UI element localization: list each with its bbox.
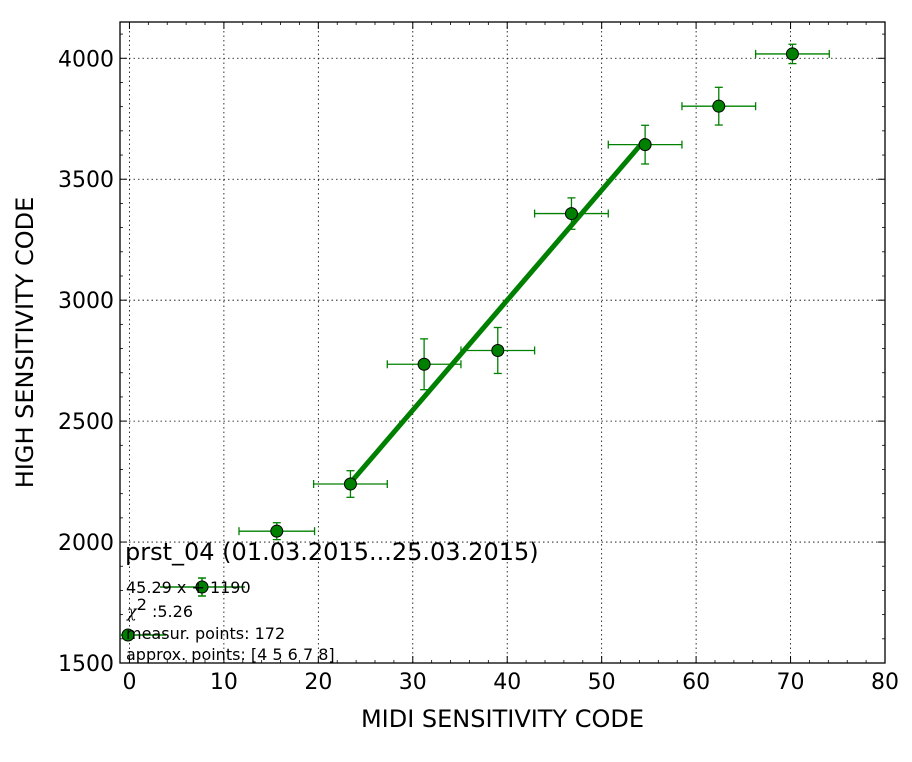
annotation-title: prst_04 (01.03.2015...25.03.2015) [125, 538, 539, 566]
y-tick-label: 4000 [58, 47, 114, 72]
x-tick-label: 0 [122, 670, 136, 695]
measur-points-text: measur. points: 172 [126, 624, 285, 643]
tick-labels: 0 10 20 30 40 50 60 70 80 1500 2000 2500 3000 3500 400… [58, 47, 899, 695]
data-point [417, 357, 431, 371]
x-tick-label: 40 [493, 670, 521, 695]
data-point [343, 477, 357, 491]
fit-line-group [348, 137, 648, 485]
x-axis-title: MIDI SENSITIVITY CODE [361, 705, 644, 733]
x-tick-label: 30 [399, 670, 427, 695]
y-tick-label: 2500 [58, 410, 114, 435]
x-tick-label: 60 [682, 670, 710, 695]
x-tick-label: 20 [304, 670, 332, 695]
x-tick-label: 10 [210, 670, 238, 695]
data-point [564, 207, 578, 221]
x-tick-label: 70 [777, 670, 805, 695]
data-point [712, 99, 726, 113]
x-tick-label: 50 [588, 670, 616, 695]
fit-equation: 45.29 x + 1190 [126, 578, 251, 597]
grid [120, 22, 885, 663]
fit-legend: 45.29 x + 1190 [126, 577, 251, 597]
fit-line [348, 137, 648, 485]
data-point [785, 47, 799, 61]
y-tick-label: 3000 [58, 289, 114, 314]
measur-legend: measur. points: 172 [120, 624, 285, 643]
measur-legend-marker [121, 628, 135, 642]
x-tick-label: 80 [871, 670, 899, 695]
fit-legend-marker [195, 580, 209, 594]
y-tick-label: 1500 [58, 652, 114, 677]
data-point [270, 524, 284, 538]
y-tick-label: 3500 [58, 168, 114, 193]
approx-points-text: approx. points: [4 5 6 7 8] [126, 645, 335, 664]
data-point [491, 343, 505, 357]
y-axis-title: HIGH SENSITIVITY CODE [11, 197, 39, 489]
data-point [638, 138, 652, 152]
y-tick-label: 2000 [58, 531, 114, 556]
data-points [270, 47, 799, 538]
plot-frame [119, 21, 886, 664]
chi-square-label: χ2 :5.26 [126, 595, 193, 621]
